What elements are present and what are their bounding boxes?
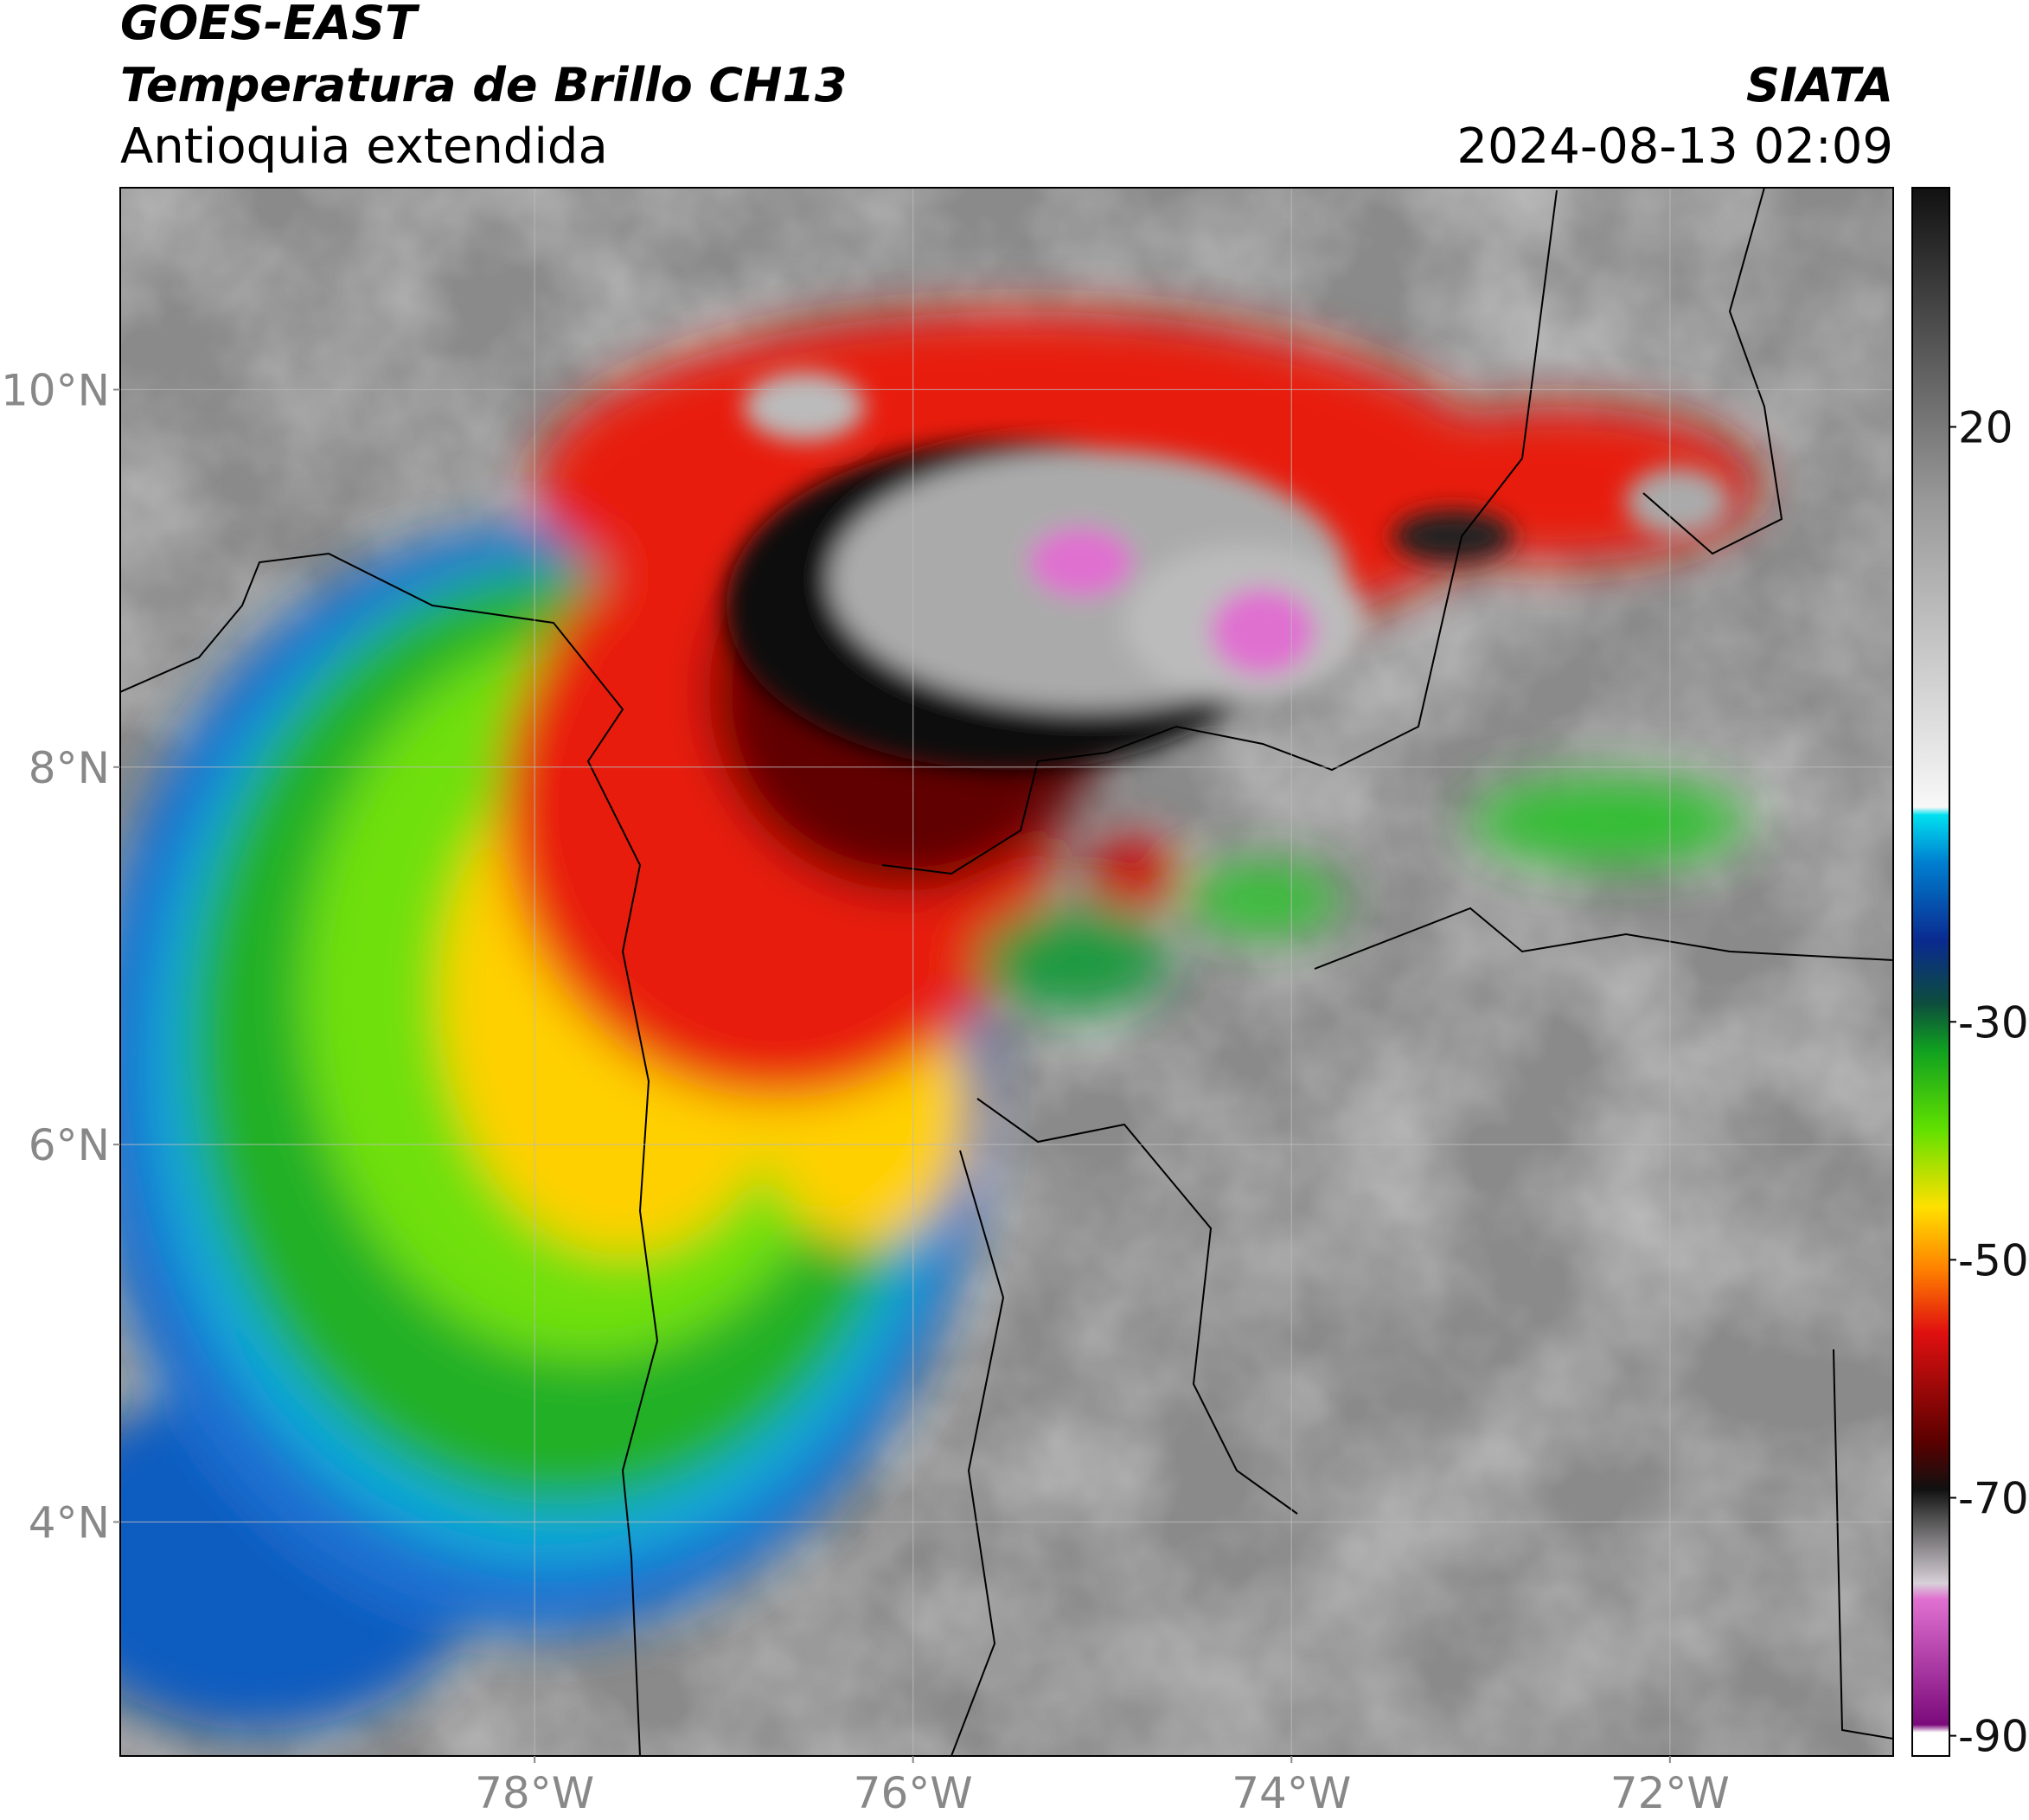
y-tick-label: 4°N <box>29 1497 110 1548</box>
region: Antioquia extendida <box>120 119 608 175</box>
grid <box>120 188 1893 1756</box>
colorbar-label: -30 <box>1958 997 2029 1048</box>
y-tick-label: 6°N <box>29 1120 110 1170</box>
colorbar-label: -50 <box>1958 1235 2029 1285</box>
borders <box>120 188 1893 1756</box>
y-tick-label: 8°N <box>29 743 110 793</box>
satellite-image <box>120 188 1893 1756</box>
colorbar-label: -70 <box>1958 1474 2029 1524</box>
plot-frame <box>119 187 1894 1757</box>
datetime: 2024-08-13 02:09 <box>1456 119 1893 175</box>
colorbar-label: 20 <box>1958 402 2013 452</box>
subtitle: Temperatura de Brillo CH13 <box>120 58 848 112</box>
x-tick-label: 78°W <box>475 1768 594 1817</box>
x-tick-label: 74°W <box>1232 1768 1351 1817</box>
y-tick-label: 10°N <box>1 365 110 415</box>
x-tick-label: 72°W <box>1610 1768 1730 1817</box>
x-tick-label: 76°W <box>854 1768 973 1817</box>
colorbar-label: -90 <box>1958 1712 2029 1762</box>
title: GOES-EAST <box>120 0 420 50</box>
source: SIATA <box>1746 58 1893 112</box>
colorbar <box>1911 187 1950 1757</box>
